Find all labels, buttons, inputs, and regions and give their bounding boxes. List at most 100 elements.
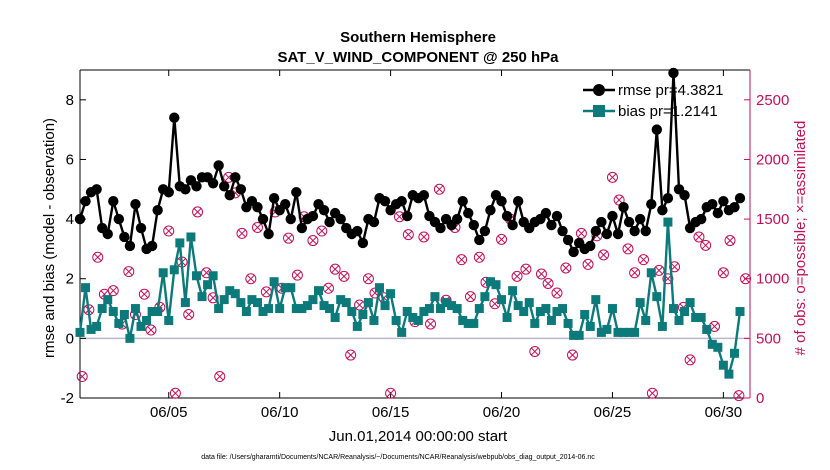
bias-point [436, 304, 446, 314]
obs-possible-point [638, 254, 650, 266]
obs-assimilated-point [164, 227, 173, 235]
bias-point [424, 304, 434, 314]
rmse-point [102, 228, 113, 240]
bias-point [718, 360, 728, 370]
obs-assimilated-point [386, 389, 395, 398]
bias-point [391, 315, 401, 325]
rmse-point [224, 190, 235, 201]
plot-area: -2 0 2 4 6 8 0 500 1000 1500 2000 2500 06/05 06/10 06/… [61, 67, 789, 421]
obs-assimilated-point [171, 389, 180, 398]
obs-assimilated-point [308, 236, 317, 245]
bias-point [546, 315, 556, 325]
rmse-point [74, 213, 86, 225]
obs-possible-point [329, 263, 341, 275]
bias-point [535, 307, 545, 317]
bias-point [530, 318, 540, 328]
rmse-point [468, 219, 479, 231]
bias-point [430, 292, 440, 302]
obs-possible-point [464, 291, 476, 303]
rmse-point [268, 193, 280, 204]
obs-possible-point [163, 225, 175, 237]
obs-possible-point [535, 268, 547, 280]
obs-assimilated-point [608, 173, 617, 182]
bias-point [497, 295, 507, 305]
obs-possible-point [693, 231, 705, 243]
bias-point [103, 295, 113, 305]
bias-point [502, 312, 512, 322]
obs-assimilated-point [78, 372, 87, 381]
obs-possible-point [717, 267, 729, 279]
rmse-point [280, 198, 291, 210]
bias-point [596, 327, 606, 337]
obs-possible-point [138, 288, 150, 300]
obs-assimilated-point [293, 271, 302, 280]
obs-possible-point [251, 221, 263, 233]
bias-point [508, 286, 518, 296]
rmse-point [402, 210, 413, 222]
rmse-point [474, 234, 485, 246]
rmse-point [318, 204, 330, 216]
bias-point [225, 286, 235, 296]
rmse-point [108, 196, 119, 207]
bias-point [474, 304, 484, 314]
obs-possible-point [433, 183, 445, 195]
bias-point [680, 307, 690, 317]
bias-point [585, 321, 595, 331]
obs-assimilated-point [364, 274, 373, 283]
obs-possible-point [733, 390, 745, 402]
rmse-point [695, 213, 707, 225]
rmse-point [507, 219, 518, 231]
obs-assimilated-point [93, 253, 102, 262]
rmse-point [657, 204, 668, 216]
bias-point [402, 307, 412, 317]
bias-point [275, 304, 285, 314]
obs-possible-point [684, 354, 696, 366]
obs-possible-point [291, 269, 303, 281]
bias-point [252, 298, 262, 308]
bias-point [153, 307, 163, 317]
rmse-point [169, 112, 180, 123]
y-tick-label: 6 [66, 151, 74, 168]
obs-assimilated-point [577, 229, 586, 238]
bias-point [552, 307, 562, 317]
rmse-point [379, 196, 391, 207]
bias-point [352, 321, 362, 331]
bias-point [108, 307, 118, 317]
obs-assimilated-point [262, 287, 271, 296]
bias-point [236, 298, 246, 308]
bias-point [419, 307, 429, 317]
rmse-point [396, 196, 407, 207]
rmse-point [540, 207, 552, 219]
obs-assimilated-point [124, 267, 133, 276]
obs-assimilated-point [355, 301, 364, 309]
obs-assimilated-point [686, 355, 695, 364]
obs-possible-point [418, 231, 430, 243]
rmse-point [119, 231, 130, 243]
bias-point [558, 304, 568, 314]
rmse-point [479, 225, 491, 237]
y2-axis-label: # of obs: o=possible; ×=assimilated [792, 121, 809, 356]
x-tick-label: 06/30 [705, 404, 743, 421]
obs-possible-point [567, 349, 579, 361]
bias-point [602, 324, 612, 334]
obs-assimilated-point [426, 320, 435, 329]
bias-point [214, 304, 224, 314]
obs-possible-point [598, 249, 610, 261]
rmse-point [712, 207, 724, 219]
obs-possible-point [473, 251, 485, 263]
rmse-point [263, 228, 274, 240]
obs-assimilated-point [695, 233, 703, 241]
obs-assimilated-point [215, 372, 224, 381]
obs-possible-point [542, 277, 554, 289]
obs-possible-point [456, 254, 468, 266]
obs-possible-point [183, 309, 195, 321]
obs-possible-point [169, 387, 181, 399]
bias-point [580, 310, 590, 320]
obs-assimilated-point [568, 351, 577, 360]
chart-subtitle: SAT_V_WIND_COMPONENT @ 250 hPa [277, 49, 559, 66]
rmse-point [368, 216, 380, 228]
rmse-point [707, 198, 718, 210]
bias-point [657, 321, 667, 331]
bias-point [142, 315, 152, 325]
bias-point [86, 324, 96, 334]
